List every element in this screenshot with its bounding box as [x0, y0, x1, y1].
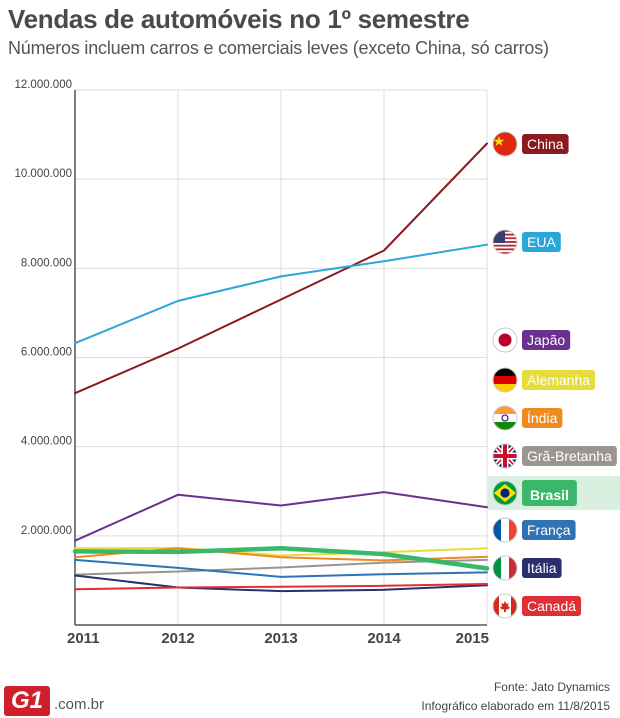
- legend-label-bg: [522, 446, 617, 466]
- legend-label-bg: [522, 408, 563, 428]
- legend-entry-india: Índia: [492, 405, 563, 431]
- y-tick-label: 12.000.000: [14, 79, 72, 91]
- legend-label-gra-bretanha: Grã-Bretanha: [527, 448, 612, 464]
- source-credit: Fonte: Jato Dynamics: [493, 680, 610, 694]
- y-tick-label: 2.000.000: [21, 525, 72, 537]
- legend-entry-italia: Itália: [492, 555, 562, 581]
- series-line-italia: [74, 574, 488, 593]
- grid-layer: [74, 89, 488, 625]
- legend-label-bg: [522, 134, 569, 154]
- legend-label-franca: França: [527, 522, 571, 538]
- legend-label-bg: [522, 330, 571, 350]
- legend-entry-gra-bretanha: Grã-Bretanha: [492, 443, 617, 469]
- legend-entry-brasil: Brasil: [488, 476, 620, 510]
- series-line-alemanha: [74, 546, 488, 557]
- line-chart: 2.000.000 4.000.000 6.000.000 8.000.000 10.0…: [14, 79, 620, 647]
- legend-label-india: Índia: [527, 410, 558, 426]
- legend-entry-japao: Japão: [492, 327, 571, 353]
- legend-entry-eua: EUA: [492, 229, 561, 255]
- series-line-brasil: [72, 546, 490, 571]
- flag-icon-china: [492, 131, 518, 157]
- legend-label-bg: [522, 370, 596, 390]
- legend-label-alemanha: Alemanha: [527, 372, 590, 388]
- legend-label-bg: [522, 558, 562, 578]
- series-line-canada: [74, 583, 488, 591]
- g1-logo-mark: G1: [4, 686, 50, 716]
- flag-icon-japan: [492, 327, 518, 353]
- legend-label-canada: Canadá: [527, 598, 576, 614]
- legend-entry-china: China: [492, 131, 569, 157]
- axis-layer: 2.000.000 4.000.000 6.000.000 8.000.000 10.0…: [14, 79, 489, 647]
- legend-entry-canada: Canadá: [492, 593, 582, 619]
- y-tick-label: 8.000.000: [21, 257, 72, 269]
- flag-icon-usa: [492, 229, 518, 255]
- legend-label-eua: EUA: [527, 234, 556, 250]
- legend-label-china: China: [527, 136, 564, 152]
- series-line-gra-bretanha: [74, 558, 488, 576]
- legend-label-bg: [522, 596, 582, 616]
- flag-icon-france: [492, 517, 518, 543]
- y-tick-label: 10.000.000: [14, 168, 72, 180]
- legend-layer: China EUA Japão Alemanha Índia Grã-Bretanha Br…: [488, 131, 620, 619]
- flag-icon-brazil: [492, 480, 518, 506]
- flag-icon-uk: [492, 443, 518, 469]
- x-tick-label: 2012: [161, 630, 194, 647]
- g1-logo: G1 .com.br: [4, 686, 134, 716]
- x-tick-label: 2011: [67, 630, 100, 647]
- x-tick-label: 2013: [264, 630, 297, 647]
- legend-label-brasil: Brasil: [530, 487, 569, 503]
- y-tick-label: 4.000.000: [21, 436, 72, 448]
- chart-title: Vendas de automóveis no 1º semestre: [8, 4, 470, 34]
- infographic-date: Infográfico elaborado em 11/8/2015: [421, 699, 610, 713]
- legend-label-japao: Japão: [527, 332, 565, 348]
- legend-entry-alemanha: Alemanha: [492, 367, 596, 393]
- flag-icon-canada: [492, 593, 518, 619]
- chart-subtitle: Números incluem carros e comerciais leve…: [8, 38, 549, 58]
- flag-icon-india: [492, 405, 518, 431]
- legend-label-bg: [522, 232, 561, 252]
- series-line-franca: [74, 558, 488, 578]
- legend-entry-franca: França: [492, 517, 576, 543]
- g1-logo-domain: .com.br: [54, 696, 105, 713]
- x-tick-label: 2015: [456, 630, 489, 647]
- legend-label-bg: [522, 480, 577, 506]
- legend-label-italia: Itália: [527, 560, 557, 576]
- series-layer: [72, 142, 490, 593]
- series-line-japao: [74, 491, 488, 542]
- series-line-eua: [74, 243, 488, 345]
- series-line-china: [74, 142, 488, 395]
- y-tick-label: 6.000.000: [21, 347, 72, 359]
- legend-label-bg: [522, 520, 576, 540]
- x-tick-label: 2014: [367, 630, 401, 647]
- flag-icon-germany: [492, 367, 518, 393]
- flag-icon-italy: [492, 555, 518, 581]
